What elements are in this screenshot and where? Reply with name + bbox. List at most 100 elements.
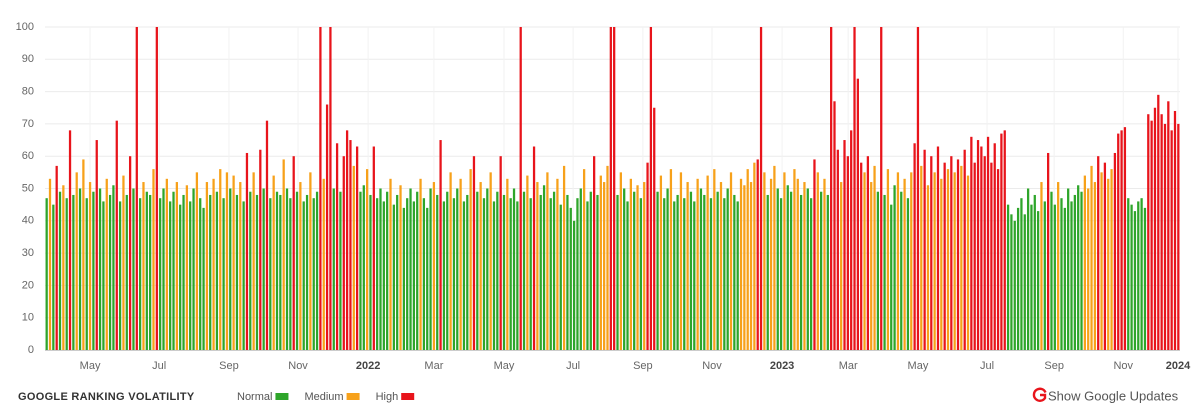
- bar: [596, 194, 599, 350]
- bar: [366, 169, 369, 350]
- bar: [225, 172, 229, 350]
- y-tick-label: 10: [22, 312, 34, 324]
- bar: [72, 194, 75, 350]
- bar: [856, 78, 859, 351]
- bar: [512, 188, 516, 350]
- toggle-label[interactable]: Show Google Updates: [1048, 388, 1179, 403]
- bar: [162, 188, 165, 350]
- bar: [582, 169, 586, 350]
- bar: [569, 207, 572, 350]
- bar: [953, 172, 956, 350]
- legend-label: Medium: [304, 391, 343, 403]
- bar: [643, 182, 646, 350]
- y-tick-label: 70: [22, 118, 34, 130]
- bar: [299, 182, 302, 350]
- bar: [970, 136, 973, 350]
- bar: [52, 204, 55, 350]
- bar: [659, 175, 663, 350]
- bar: [472, 156, 476, 350]
- bar: [893, 185, 896, 350]
- bar: [1073, 194, 1076, 350]
- google-icon: [1032, 387, 1047, 402]
- bar: [1033, 194, 1036, 350]
- bar: [923, 149, 926, 350]
- bar: [816, 172, 819, 350]
- bar: [436, 194, 439, 350]
- legend-label: High: [376, 391, 399, 403]
- bar: [1143, 207, 1147, 350]
- bar: [636, 185, 639, 350]
- bar: [1083, 175, 1086, 350]
- bar: [78, 188, 82, 350]
- bar: [556, 178, 559, 350]
- bar: [1067, 188, 1070, 350]
- bar: [396, 194, 399, 350]
- bar: [155, 27, 158, 350]
- y-tick-label: 0: [28, 344, 34, 356]
- bar: [1036, 211, 1040, 350]
- x-tick-label: May: [494, 360, 515, 372]
- google-updates-toggle[interactable]: Show Google Updates: [1032, 387, 1179, 403]
- bar: [903, 178, 906, 350]
- y-tick-label: 80: [22, 86, 34, 98]
- bar: [860, 162, 863, 350]
- bar: [245, 152, 249, 350]
- bar: [1160, 114, 1163, 351]
- x-tick-label: Mar: [424, 360, 443, 372]
- bar: [589, 191, 592, 350]
- bar: [920, 165, 923, 350]
- bar: [736, 201, 739, 350]
- x-tick-label: Nov: [288, 360, 308, 372]
- bar: [55, 165, 58, 350]
- bar: [1177, 123, 1180, 351]
- bar: [145, 191, 148, 350]
- bar: [259, 149, 262, 350]
- bar: [466, 194, 469, 350]
- bar: [139, 198, 142, 350]
- bar: [486, 188, 489, 350]
- bar: [419, 178, 422, 350]
- bar: [683, 198, 686, 350]
- bar: [666, 188, 669, 350]
- bar: [232, 175, 235, 350]
- bar: [345, 130, 349, 350]
- y-tick-label: 20: [22, 279, 34, 291]
- bar: [249, 191, 252, 350]
- bar: [519, 27, 522, 350]
- x-tick-label: Nov: [702, 360, 722, 372]
- bar: [239, 182, 242, 350]
- bar: [269, 198, 272, 350]
- bar: [646, 162, 649, 350]
- bar: [846, 156, 849, 350]
- bar: [192, 188, 195, 350]
- bar: [359, 191, 362, 350]
- bar: [65, 198, 68, 350]
- bar: [833, 101, 836, 350]
- bar: [292, 156, 295, 350]
- bar: [442, 201, 446, 350]
- bar: [926, 185, 930, 350]
- bar: [943, 162, 946, 350]
- bar: [669, 169, 673, 350]
- bar: [355, 146, 359, 350]
- bar: [1117, 133, 1120, 350]
- bar: [369, 194, 372, 350]
- chart-title: GOOGLE RANKING VOLATILITY: [18, 391, 195, 403]
- bar: [462, 201, 466, 350]
- bar: [489, 172, 492, 350]
- bar: [850, 130, 853, 350]
- bar: [1040, 182, 1043, 350]
- bar: [58, 191, 62, 350]
- bar: [830, 27, 833, 350]
- bar: [422, 198, 426, 350]
- bar: [322, 178, 325, 350]
- bar: [1006, 204, 1010, 350]
- bar: [1173, 110, 1177, 350]
- bar: [476, 191, 479, 350]
- bar: [986, 136, 990, 350]
- bar: [1093, 182, 1097, 350]
- bar: [48, 178, 52, 350]
- bar: [349, 140, 352, 350]
- bar: [319, 27, 322, 350]
- bar: [709, 198, 713, 350]
